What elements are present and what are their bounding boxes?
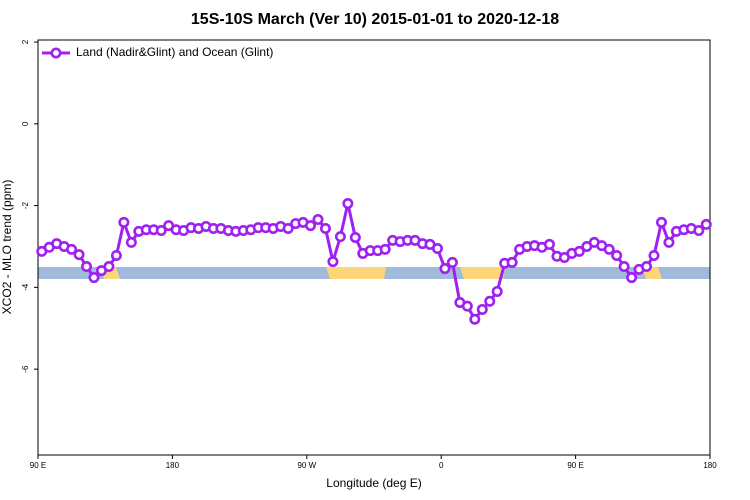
data-point [603,243,615,255]
data-point [312,213,324,225]
land-band [326,267,386,279]
y-tick-label: -2 [21,201,30,209]
data-point [484,295,496,307]
data-point [155,225,167,237]
data-point [118,216,130,228]
land-band [460,267,505,279]
series-line [41,203,708,322]
data-point [439,263,451,275]
chart-title: 15S-10S March (Ver 10) 2015-01-01 to 202… [191,11,559,28]
y-axis-title: XCO2 - MLO trend (ppm) [0,180,14,315]
data-point [81,261,93,273]
x-tick-label: 180 [703,461,717,470]
data-point [618,261,630,273]
x-axis-title: Longitude (deg E) [326,476,421,490]
legend-marker [50,47,62,59]
x-tick-label: 0 [439,461,444,470]
surface-band [38,267,710,279]
y-tick-label: 0 [21,121,30,126]
data-point [491,285,503,297]
data-point [334,231,346,243]
data-point [700,218,712,230]
data-point [103,261,115,273]
data-point [693,225,705,237]
data-point [611,249,623,261]
data-point [543,238,555,250]
legend-label: Land (Nadir&Glint) and Ocean (Glint) [76,45,273,59]
data-point [349,231,361,243]
data-point [282,222,294,234]
data-point [319,222,331,234]
data-point [476,303,488,315]
data-point [655,216,667,228]
x-tick-label: 90 E [30,461,46,470]
data-point [66,243,78,255]
y-tick-label: -4 [21,283,30,291]
y-tick-label: 2 [21,39,30,44]
data-point [446,256,458,268]
data-point [469,313,481,325]
data-point [379,243,391,255]
data-point [461,300,473,312]
x-tick-label: 90 W [297,461,316,470]
data-point [73,249,85,261]
y-tick-label: -6 [21,365,30,373]
data-point [641,261,653,273]
data-point [431,243,443,255]
data-point [342,198,354,210]
data-point [327,256,339,268]
data-point [125,236,137,248]
x-tick-label: 180 [166,461,180,470]
data-point [110,249,122,261]
data-point [88,272,100,284]
data-point [305,220,317,232]
data-point [506,256,518,268]
data-point [573,245,585,257]
data-point [648,249,660,261]
x-tick-label: 90 E [567,461,583,470]
data-point [626,272,638,284]
data-point [663,236,675,248]
